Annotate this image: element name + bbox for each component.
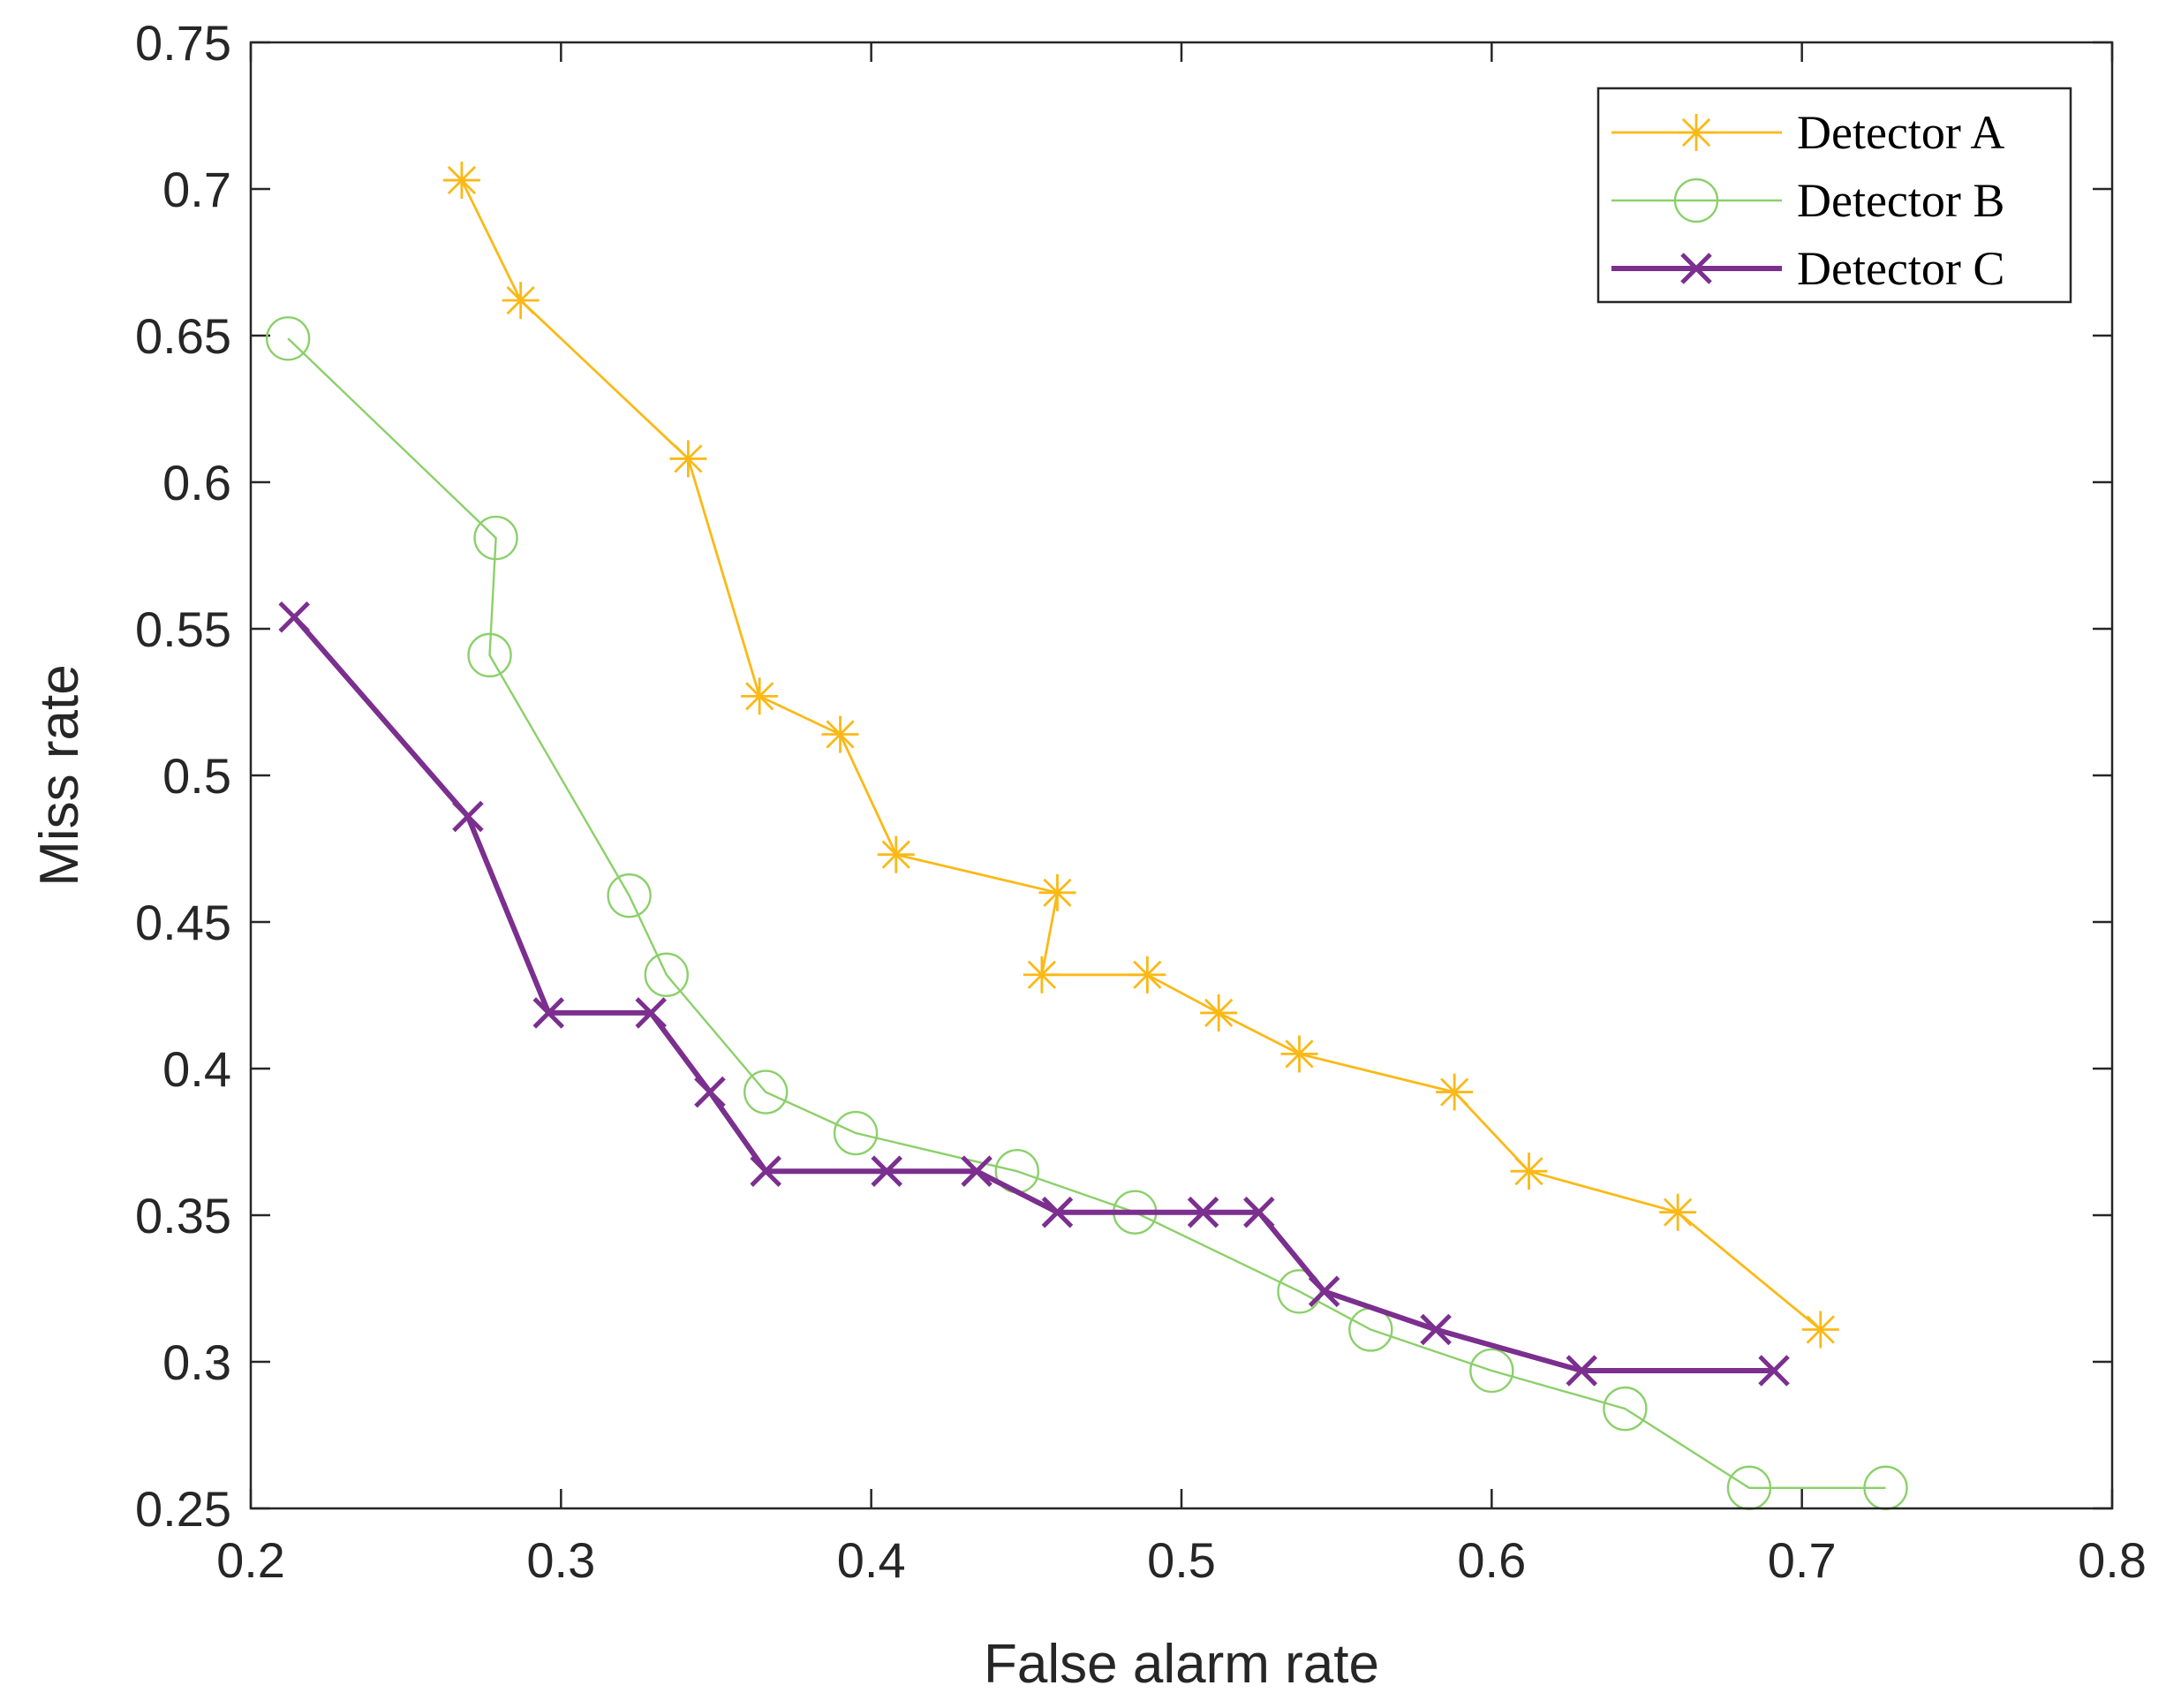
y-tick-label: 0.4	[162, 1041, 231, 1097]
legend-detector-a-marker	[1678, 114, 1715, 151]
detector-a-point	[1801, 1311, 1839, 1349]
y-tick-label: 0.65	[135, 308, 231, 364]
detector-b-point	[1603, 1386, 1648, 1432]
legend: Detector A Detector B Detector C	[1596, 87, 2072, 304]
detector-c-point	[635, 997, 667, 1029]
detector-c-point	[1420, 1313, 1452, 1346]
x-tick-label: 0.5	[1147, 1532, 1216, 1588]
detector-a-point	[1023, 956, 1060, 994]
detector-c-point	[871, 1155, 903, 1187]
legend-detector-c-label: Detector C	[1797, 242, 2004, 295]
detector-a-point	[877, 835, 915, 873]
y-tick-label: 0.55	[135, 601, 231, 657]
detector-b-point	[743, 1069, 789, 1115]
legend-detector-c-marker	[1680, 253, 1712, 284]
y-tick-label: 0.45	[135, 895, 231, 950]
detector-b-line	[287, 337, 1886, 1490]
legend-detector-b-label: Detector B	[1797, 174, 2004, 227]
detector-c-point	[1243, 1196, 1275, 1228]
detector-b-point	[644, 952, 689, 997]
detector-c-point	[1308, 1275, 1340, 1308]
detector-b-point	[467, 632, 512, 678]
detector-c-point	[278, 601, 310, 633]
detector-c-point	[750, 1155, 781, 1187]
detector-b-point	[473, 515, 518, 561]
x-axis-label: False alarm rate	[984, 1634, 1379, 1695]
series-layer	[265, 162, 1908, 1510]
plot-frame	[249, 41, 2114, 1510]
detector-b-point	[833, 1110, 879, 1156]
x-axis-ticks: 0.2 0.3 0.4 0.5 0.6 0.7 0.8	[216, 42, 2147, 1588]
detector-c-point	[961, 1155, 992, 1187]
detector-c-point	[1566, 1355, 1597, 1387]
detector-a-point	[1200, 994, 1238, 1032]
legend-detector-a-label: Detector A	[1797, 106, 2004, 159]
detector-a-point	[1510, 1153, 1548, 1190]
x-tick-label: 0.2	[216, 1532, 285, 1588]
detector-c-point	[1187, 1196, 1219, 1228]
detector-b-point	[1277, 1269, 1322, 1314]
detector-a-point	[502, 282, 540, 320]
y-axis-ticks: 0.25 0.3 0.35 0.4 0.45 0.5 0.55 0.6 0.65 0.7 0.75	[135, 15, 2112, 1537]
detector-b-point	[265, 316, 311, 361]
detector-a-point	[1128, 956, 1166, 994]
detector-b-point	[1469, 1348, 1514, 1394]
detector-a-point	[1659, 1193, 1697, 1231]
x-tick-label: 0.8	[2078, 1532, 2147, 1588]
detector-b-point	[607, 873, 652, 918]
detector-c-point	[532, 997, 565, 1029]
legend-detector-b-marker	[1673, 178, 1719, 223]
x-tick-label: 0.4	[837, 1532, 906, 1588]
detector-c-point	[694, 1076, 726, 1108]
x-tick-label: 0.6	[1457, 1532, 1526, 1588]
x-tick-label: 0.3	[526, 1532, 595, 1588]
y-axis-label: Miss rate	[29, 664, 90, 886]
detector-a-point	[669, 440, 707, 478]
y-tick-label: 0.6	[162, 455, 231, 510]
y-tick-label: 0.75	[135, 15, 231, 71]
detector-a-point	[1436, 1073, 1474, 1111]
detector-c-point	[1041, 1196, 1074, 1228]
detector-a-point	[1038, 873, 1076, 911]
detector-a-point	[821, 715, 859, 753]
y-tick-label: 0.35	[135, 1188, 231, 1243]
y-tick-label: 0.5	[162, 748, 231, 804]
detector-a-point	[1280, 1035, 1318, 1073]
x-tick-label: 0.7	[1768, 1532, 1837, 1588]
detector-a-point	[741, 677, 779, 715]
detector-c-point	[452, 800, 484, 833]
y-tick-label: 0.25	[135, 1481, 231, 1537]
detector-a-point	[442, 162, 480, 200]
y-tick-label: 0.3	[162, 1334, 231, 1390]
y-tick-label: 0.7	[162, 162, 231, 217]
detector-c-point	[1758, 1355, 1790, 1387]
